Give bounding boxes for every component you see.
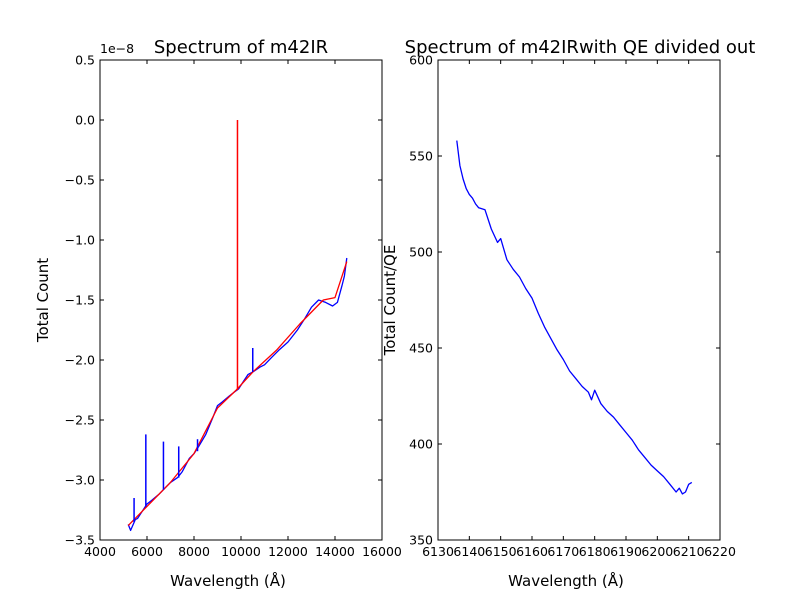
plot-right-ylabel: Total Count/QE bbox=[381, 245, 399, 357]
plot-right-ytick-label: 600 bbox=[409, 53, 433, 68]
plot-right-xlabel-text: Wavelength bbox=[508, 572, 597, 590]
plot-right-ytick-label: 500 bbox=[409, 245, 433, 260]
plot-left-series-group bbox=[127, 120, 348, 532]
plot-right-xtick-label: 6220 bbox=[704, 544, 736, 559]
plot-left-ytick-label: −2.0 bbox=[65, 353, 95, 368]
plot-left-offset-label: 1e−8 bbox=[100, 41, 134, 56]
plot-left-ytick-label: −3.0 bbox=[65, 473, 95, 488]
plot-right: Spectrum of m42IRwith QE divided out 613… bbox=[381, 37, 755, 590]
plot-right-xtick-label: 6170 bbox=[547, 544, 579, 559]
plot-right-xtick-label: 6210 bbox=[673, 544, 705, 559]
plot-right-xlabel-unit: (Å) bbox=[602, 571, 624, 590]
plot-right-title: Spectrum of m42IRwith QE divided out bbox=[405, 37, 756, 58]
plot-left: Spectrum of m42IR 1e−8 4000 6000 8000 10000… bbox=[34, 37, 402, 590]
plot-left-ytick-label: −2.5 bbox=[65, 413, 95, 428]
plot-left-title: Spectrum of m42IR bbox=[154, 37, 328, 58]
plot-right-xtick-label: 6140 bbox=[453, 544, 485, 559]
plot-right-xlabel: Wavelength (Å) bbox=[508, 571, 624, 590]
plot-left-xlabel-unit: (Å) bbox=[264, 571, 286, 590]
plot-left-ylabel: Total Count bbox=[34, 258, 52, 343]
plot-right-ytick-label: 400 bbox=[409, 437, 433, 452]
plot-right-ticks: 6130 6140 6150 6160 6170 6180 6190 6200 6210 6220… bbox=[409, 53, 736, 560]
plot-left-xtick-label: 14000 bbox=[315, 544, 355, 559]
plot-right-xtick-label: 6190 bbox=[610, 544, 642, 559]
plot-left-xtick-label: 10000 bbox=[221, 544, 261, 559]
plot-left-xlabel-text: Wavelength bbox=[170, 572, 259, 590]
plot-right-series-corrected bbox=[456, 140, 693, 495]
plot-right-xtick-label: 6180 bbox=[579, 544, 611, 559]
plot-right-xtick-label: 6160 bbox=[516, 544, 548, 559]
plot-right-frame bbox=[437, 59, 721, 541]
plot-right-xtick-label: 6200 bbox=[641, 544, 673, 559]
plot-left-ytick-label: 0.0 bbox=[75, 113, 95, 128]
plot-left-series-fit bbox=[127, 261, 348, 527]
plot-right-xtick-label: 6150 bbox=[485, 544, 517, 559]
plot-left-ytick-label: 0.5 bbox=[75, 53, 95, 68]
plot-right-ytick-label: 350 bbox=[409, 533, 433, 548]
plot-left-ytick-label: −1.0 bbox=[65, 233, 95, 248]
plot-left-ytick-label: −1.5 bbox=[65, 293, 95, 308]
plot-left-xtick-label: 8000 bbox=[178, 544, 210, 559]
plot-left-ytick-label: −3.5 bbox=[65, 533, 95, 548]
plot-right-ytick-label: 450 bbox=[409, 341, 433, 356]
plot-left-xtick-label: 12000 bbox=[268, 544, 308, 559]
plot-left-ticks: 4000 6000 8000 10000 12000 14000 16000 0.5 0.0 −0… bbox=[65, 53, 402, 560]
plot-left-xtick-label: 16000 bbox=[362, 544, 402, 559]
plot-left-xtick-label: 4000 bbox=[84, 544, 116, 559]
plot-left-ytick-label: −0.5 bbox=[65, 173, 95, 188]
plot-right-ytick-label: 550 bbox=[409, 149, 433, 164]
plot-left-xtick-label: 6000 bbox=[131, 544, 163, 559]
plot-left-xlabel: Wavelength (Å) bbox=[170, 571, 286, 590]
plot-right-series-group bbox=[456, 140, 693, 495]
plot-right-xtick-label: 6130 bbox=[422, 544, 454, 559]
